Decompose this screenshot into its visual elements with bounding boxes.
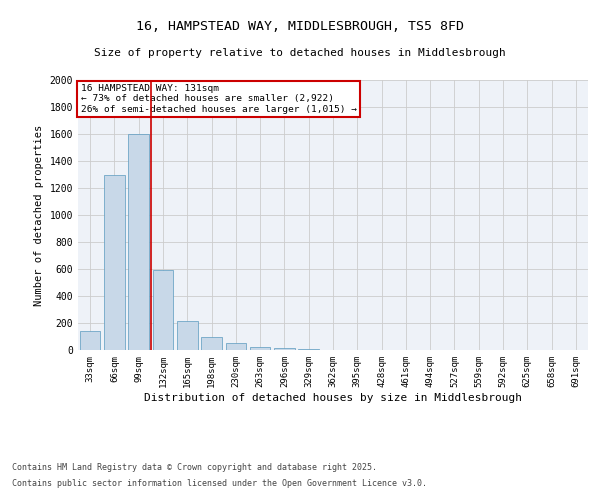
Text: 16 HAMPSTEAD WAY: 131sqm
← 73% of detached houses are smaller (2,922)
26% of sem: 16 HAMPSTEAD WAY: 131sqm ← 73% of detach… bbox=[80, 84, 356, 114]
Bar bbox=[177, 321, 197, 350]
Text: Contains HM Land Registry data © Crown copyright and database right 2025.: Contains HM Land Registry data © Crown c… bbox=[12, 464, 377, 472]
Text: Size of property relative to detached houses in Middlesbrough: Size of property relative to detached ho… bbox=[94, 48, 506, 58]
Y-axis label: Number of detached properties: Number of detached properties bbox=[34, 124, 44, 306]
Bar bbox=[201, 336, 222, 350]
Text: Contains public sector information licensed under the Open Government Licence v3: Contains public sector information licen… bbox=[12, 478, 427, 488]
Bar bbox=[274, 348, 295, 350]
Bar bbox=[80, 331, 100, 350]
Bar bbox=[128, 134, 149, 350]
Bar bbox=[104, 174, 125, 350]
Text: 16, HAMPSTEAD WAY, MIDDLESBROUGH, TS5 8FD: 16, HAMPSTEAD WAY, MIDDLESBROUGH, TS5 8F… bbox=[136, 20, 464, 33]
X-axis label: Distribution of detached houses by size in Middlesbrough: Distribution of detached houses by size … bbox=[144, 392, 522, 402]
Bar bbox=[226, 344, 246, 350]
Bar bbox=[152, 270, 173, 350]
Bar bbox=[250, 346, 271, 350]
